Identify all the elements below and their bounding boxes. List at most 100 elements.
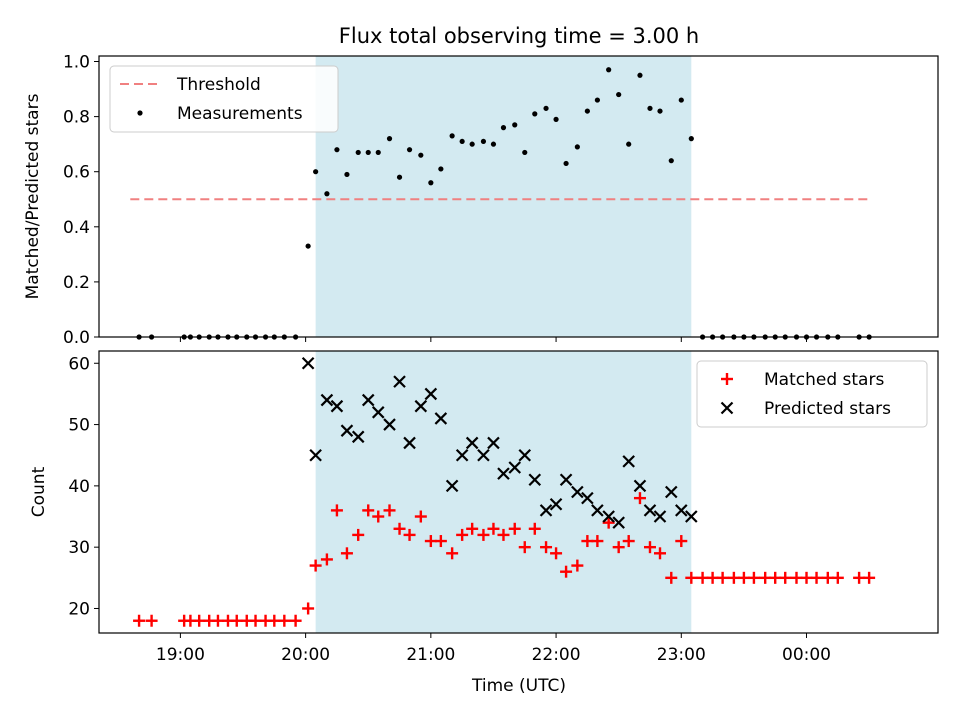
matched-star-point <box>810 571 823 584</box>
legend-threshold-label: Threshold <box>176 75 261 95</box>
matched-star-point <box>540 541 553 554</box>
measurement-point <box>543 105 549 111</box>
matched-star-point <box>591 535 604 548</box>
predicted-star-point <box>403 436 416 450</box>
predicted-star-point <box>487 436 500 450</box>
chart-title: Flux total observing time = 3.00 h <box>339 24 699 48</box>
legend-measurement-label: Measurements <box>177 104 303 124</box>
matched-star-point <box>289 614 302 627</box>
measurement-point <box>606 67 612 73</box>
predicted-star-point <box>591 504 604 517</box>
measurement-point <box>594 97 600 103</box>
measurement-point <box>469 141 475 147</box>
matched-star-point <box>302 602 315 615</box>
measurement-point <box>574 144 580 150</box>
predicted-star-point <box>445 479 459 493</box>
measurement-point <box>522 149 528 156</box>
legend-predicted-swatch <box>720 401 734 415</box>
matched-star-point <box>393 522 406 535</box>
matched-star-point <box>769 571 782 584</box>
matched-star-point <box>249 614 262 627</box>
matched-star-point <box>665 571 678 584</box>
y-tick-label: 20 <box>68 599 90 619</box>
matched-star-point <box>383 504 396 517</box>
matched-star-point <box>362 504 375 517</box>
predicted-star-point <box>571 485 584 499</box>
predicted-star-point <box>622 455 635 468</box>
matched-star-point <box>352 528 365 541</box>
matched-star-point <box>571 559 584 572</box>
matched-star-point <box>403 528 416 541</box>
predicted-star-point <box>477 448 490 462</box>
matched-star-point <box>278 614 291 627</box>
matched-star-point <box>747 571 760 584</box>
ratio-legend: Threshold Measurements <box>109 65 339 133</box>
measurement-point <box>688 136 694 142</box>
matched-star-point <box>560 565 573 578</box>
matched-star-point <box>133 614 146 627</box>
measurement-point <box>355 149 361 156</box>
measurement-point <box>406 147 413 153</box>
predicted-star-point <box>320 393 334 407</box>
matched-star-point <box>853 571 866 584</box>
matched-star-point <box>518 541 531 554</box>
measurement-point <box>512 122 518 128</box>
predicted-star-point <box>393 375 406 388</box>
matched-star-point <box>696 571 709 584</box>
x-tick-label: 20:00 <box>281 645 330 665</box>
ratio-axes: 0.0 0.2 0.4 0.6 0.8 1.0 Matched/Predicted sta… <box>23 53 939 348</box>
observing-window-band <box>315 351 692 633</box>
measurement-point <box>616 91 622 98</box>
matched-star-point <box>508 522 521 535</box>
predicted-star-point <box>434 412 448 425</box>
matched-star-point <box>800 571 813 584</box>
predicted-star-point <box>643 504 657 517</box>
matched-star-point <box>716 571 729 584</box>
predicted-star-point <box>685 510 698 523</box>
matched-star-point <box>477 528 490 541</box>
matched-star-point <box>211 614 224 627</box>
measurement-point <box>305 243 311 249</box>
measurement-point <box>626 141 632 147</box>
measurement-point <box>678 97 684 103</box>
legend-matched-swatch <box>721 373 733 385</box>
x-tick-label: 00:00 <box>782 645 831 665</box>
y-tick-label: 0.2 <box>63 273 90 293</box>
predicted-star-point <box>497 467 510 480</box>
matched-star-point <box>602 516 615 529</box>
predicted-star-point <box>602 510 615 523</box>
predicted-star-point <box>559 473 573 487</box>
measurement-point <box>490 141 497 147</box>
y-tick-label: 60 <box>68 354 90 374</box>
matched-star-point <box>330 504 343 517</box>
matched-star-point <box>320 553 333 566</box>
measurement-point <box>418 152 424 158</box>
legend-measurement-swatch <box>137 110 143 116</box>
measurement-point <box>438 166 444 172</box>
measurement-point <box>459 138 465 145</box>
predicted-star-point <box>539 504 553 517</box>
measurement-point <box>553 116 559 122</box>
matched-star-point <box>340 547 353 560</box>
matched-star-point <box>790 571 803 584</box>
predicted-star-point <box>518 448 532 462</box>
matched-star-point <box>446 547 459 560</box>
measurement-point <box>428 180 434 186</box>
matched-star-point <box>727 571 740 584</box>
legend-matched-label: Matched stars <box>764 370 884 390</box>
matched-star-point <box>309 559 322 572</box>
matched-star-point <box>456 528 469 541</box>
predicted-star-point <box>371 406 385 419</box>
predicted-star-point <box>309 448 322 462</box>
measurement-point <box>365 149 371 156</box>
matched-star-point <box>372 510 385 523</box>
matched-star-point <box>581 535 594 548</box>
x-tick-label: 21:00 <box>406 645 455 665</box>
x-tick-label: 19:00 <box>156 645 205 665</box>
predicted-star-point <box>633 479 647 493</box>
measurement-point <box>375 149 381 156</box>
count-axes-frame <box>98 350 939 634</box>
matched-star-point <box>487 522 500 535</box>
x-tick-label: 23:00 <box>657 645 706 665</box>
measurement-point <box>668 158 674 164</box>
